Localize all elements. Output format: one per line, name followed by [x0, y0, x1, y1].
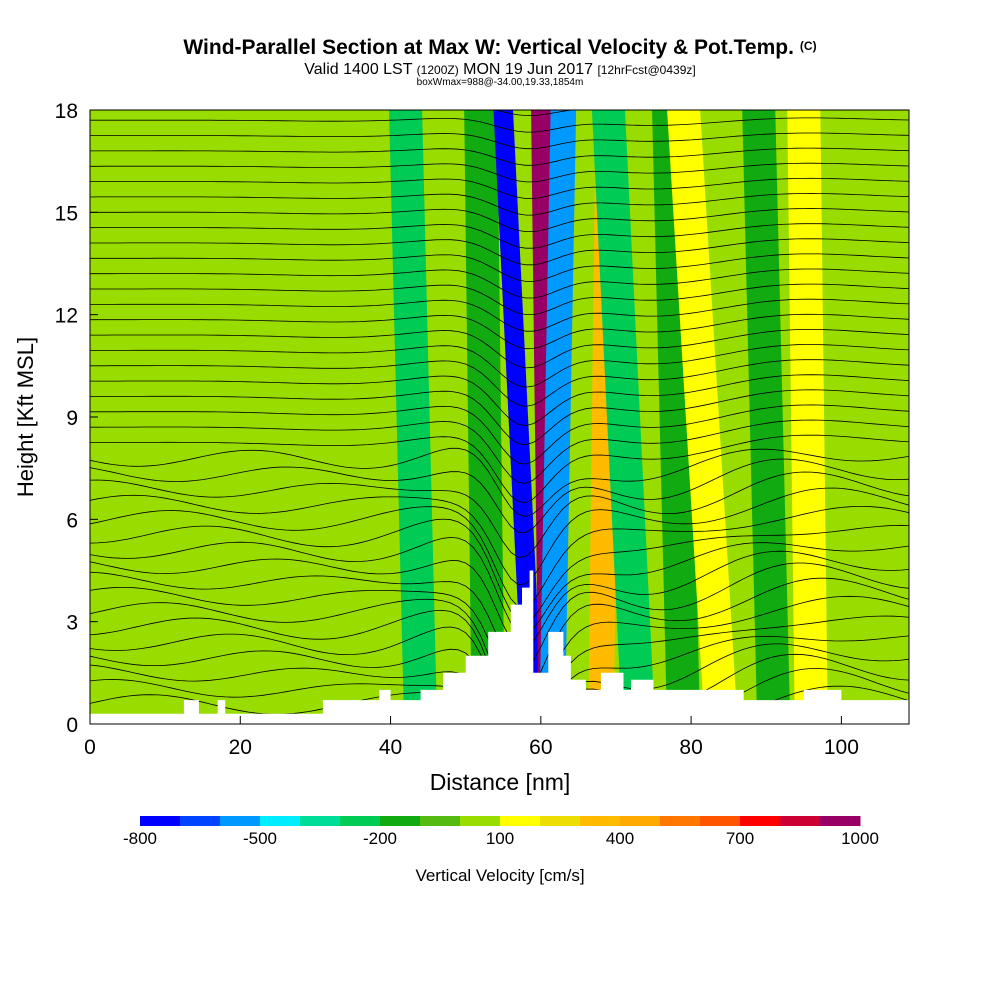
- colorbar-swatch: [340, 816, 381, 826]
- colorbar-tick-label: -500: [243, 829, 277, 848]
- isentrope-line: [90, 434, 909, 504]
- colorbar-tick-label: 400: [606, 829, 634, 848]
- colorbar-tick-label: 700: [726, 829, 754, 848]
- isentrope-line: [90, 192, 909, 216]
- terrain: [90, 570, 909, 724]
- isentrope-line: [90, 132, 909, 150]
- velocity-band: [667, 110, 738, 724]
- isentrope-line: [90, 208, 909, 232]
- isentrope-line: [90, 419, 909, 484]
- isentrope-line: [90, 147, 909, 166]
- isentrope-line: [90, 447, 909, 517]
- isentrope-line: [90, 238, 909, 266]
- colorbar-swatch: [220, 816, 261, 826]
- subtitle-date: MON 19 Jun 2017: [463, 61, 594, 78]
- subtitle-utc: (1200Z): [416, 63, 459, 77]
- isentrope-line: [90, 344, 909, 388]
- isentrope-line: [90, 177, 909, 199]
- velocity-band: [389, 110, 438, 724]
- box-info: boxWmax=988@-34.00,19.33,1854m: [416, 77, 584, 88]
- isentrope-line: [90, 298, 909, 332]
- isentrope-line: [90, 162, 909, 183]
- colorbar-swatch: [820, 816, 861, 826]
- colorbar-swatch: [700, 816, 741, 826]
- x-tick-label: 0: [84, 736, 96, 759]
- isentrope-line: [494, 110, 576, 116]
- y-tick-label: 3: [66, 612, 78, 635]
- colorbar-swatch: [620, 816, 661, 826]
- x-tick-label: 20: [229, 736, 252, 759]
- isentrope-line: [90, 359, 909, 407]
- subtitle-forecast: [12hrFcst@0439z]: [597, 63, 696, 77]
- colorbar-swatch: [140, 816, 181, 826]
- colorbar-swatch: [780, 816, 821, 826]
- isentrope-line: [90, 268, 909, 299]
- isentrope-line: [90, 374, 909, 427]
- colorbar-label: Vertical Velocity [cm/s]: [415, 866, 584, 885]
- x-tick-label: 100: [824, 736, 859, 759]
- isentrope-line: [90, 668, 909, 724]
- colorbar-tick-label: 1000: [841, 829, 879, 848]
- colorbar-swatch: [300, 816, 341, 826]
- x-axis-label: Distance [nm]: [430, 769, 571, 795]
- isentrope-line: [90, 329, 909, 369]
- colorbar-swatch: [260, 816, 301, 826]
- isentrope-line: [90, 117, 909, 133]
- y-tick-label: 6: [66, 509, 78, 532]
- subtitle-valid: Valid 1400 LST: [304, 61, 413, 78]
- velocity-band: [787, 110, 828, 724]
- isentrope-line: [90, 506, 909, 608]
- isentrope-line: [90, 518, 909, 624]
- isentrope-line: [90, 313, 909, 350]
- colorbar: -800 -500 -200 100 400 700 1000: [123, 816, 879, 848]
- velocity-band: [464, 110, 505, 724]
- colorbar-swatch: [500, 816, 541, 826]
- colorbar-tick-label: 100: [486, 829, 514, 848]
- velocity-band: [742, 110, 791, 724]
- y-tick-label: 9: [66, 407, 78, 430]
- x-tick-label: 40: [379, 736, 402, 759]
- colorbar-swatch: [740, 816, 781, 826]
- plot-area: [90, 110, 909, 724]
- isentrope-line: [90, 283, 909, 315]
- y-tick-label: 15: [55, 202, 78, 225]
- y-tick-label: 12: [55, 305, 78, 328]
- colorbar-tick-label: -200: [363, 829, 397, 848]
- x-tick-label: 80: [679, 736, 702, 759]
- y-tick-label: 18: [55, 100, 78, 123]
- isentrope-line: [90, 487, 909, 586]
- colorbar-swatch: [580, 816, 621, 826]
- y-axis: 0 3 6 9 12 15 18: [55, 100, 98, 737]
- isentrope-line: [90, 404, 909, 465]
- chart-title: Wind-Parallel Section at Max W: Vertical…: [0, 36, 1000, 60]
- isentrope-line: [90, 223, 909, 249]
- x-axis: 0 20 40 60 80 100: [84, 716, 859, 759]
- isentrope-line: [90, 458, 909, 533]
- colorbar-tick-label: -800: [123, 829, 157, 848]
- colorbar-swatch: [380, 816, 421, 826]
- isentrope-line: [90, 389, 909, 446]
- x-tick-label: 60: [529, 736, 552, 759]
- velocity-band: [591, 110, 656, 724]
- isentrope-line: [90, 550, 909, 649]
- y-axis-label: Height [Kft MSL]: [13, 337, 38, 497]
- isentrope-line: [90, 653, 909, 724]
- colorbar-swatch: [660, 816, 701, 826]
- chart-subtitle: Valid 1400 LST (1200Z) MON 19 Jun 2017 […: [0, 61, 1000, 79]
- chart-title-text: Wind-Parallel Section at Max W: Vertical…: [183, 36, 794, 59]
- colorbar-swatch: [460, 816, 501, 826]
- isentrope-line: [90, 471, 909, 558]
- isentrope-line: [90, 253, 909, 282]
- colorbar-swatch: [180, 816, 221, 826]
- isentrope-line: [90, 536, 909, 635]
- copyright-mark: (C): [799, 39, 817, 53]
- colorbar-swatch: [420, 816, 461, 826]
- y-tick-label: 0: [66, 714, 78, 737]
- colorbar-swatch: [540, 816, 581, 826]
